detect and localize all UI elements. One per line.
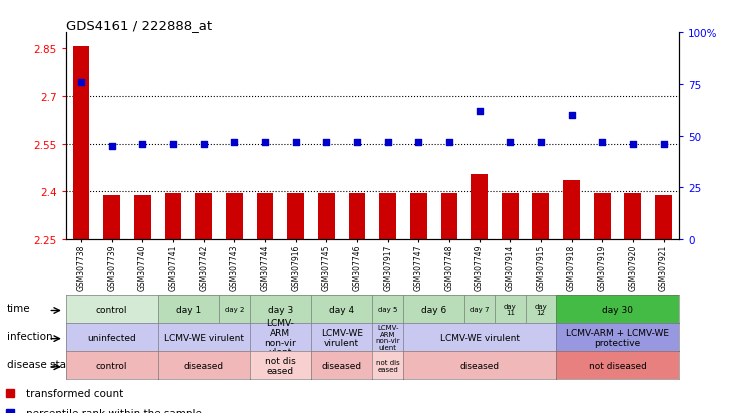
Text: day 5: day 5 [378, 306, 397, 312]
Text: not dis
eased: not dis eased [265, 356, 296, 375]
Text: day
11: day 11 [504, 303, 517, 316]
Point [290, 139, 301, 146]
Text: diseased: diseased [460, 361, 499, 370]
Bar [256, 193, 274, 240]
Bar [195, 193, 212, 240]
Bar [379, 193, 396, 240]
Point [504, 139, 516, 146]
Bar [624, 193, 642, 240]
Bar [532, 193, 550, 240]
Text: control: control [96, 305, 128, 314]
Point [167, 141, 179, 148]
Text: day 4: day 4 [329, 305, 354, 314]
Text: day 30: day 30 [602, 305, 633, 314]
Point [106, 143, 118, 150]
Text: diseased: diseased [322, 361, 361, 370]
Bar [410, 193, 427, 240]
Point [412, 139, 424, 146]
Text: LCMV-WE
virulent: LCMV-WE virulent [320, 328, 363, 347]
Point [259, 139, 271, 146]
Text: time: time [7, 303, 31, 313]
Point [320, 139, 332, 146]
Bar [471, 174, 488, 240]
Text: percentile rank within the sample: percentile rank within the sample [26, 408, 201, 413]
Bar [318, 193, 335, 240]
Text: day 1: day 1 [176, 305, 201, 314]
Point [474, 108, 485, 115]
Bar [593, 193, 611, 240]
Text: day 3: day 3 [268, 305, 293, 314]
Bar [502, 193, 519, 240]
Point [75, 79, 87, 86]
Bar [226, 193, 243, 240]
Text: day 2: day 2 [225, 306, 244, 312]
Point [382, 139, 393, 146]
Text: LCMV-WE virulent: LCMV-WE virulent [164, 333, 244, 342]
Point [228, 139, 240, 146]
Bar [164, 193, 182, 240]
Text: diseased: diseased [184, 361, 223, 370]
Point [198, 141, 210, 148]
Bar [72, 47, 90, 240]
Point [596, 139, 608, 146]
Text: disease state: disease state [7, 359, 76, 369]
Text: day 7: day 7 [470, 306, 489, 312]
Text: control: control [96, 361, 128, 370]
Bar [287, 193, 304, 240]
Text: LCMV-
ARM
non-vir
ulent: LCMV- ARM non-vir ulent [375, 325, 400, 350]
Bar [655, 195, 672, 240]
Point [137, 141, 148, 148]
Text: not diseased: not diseased [588, 361, 647, 370]
Text: day
12: day 12 [534, 303, 548, 316]
Text: not dis
eased: not dis eased [376, 359, 399, 372]
Text: transformed count: transformed count [26, 388, 123, 398]
Bar [440, 193, 458, 240]
Text: uninfected: uninfected [88, 333, 136, 342]
Bar [563, 181, 580, 240]
Text: day 6: day 6 [421, 305, 446, 314]
Bar [134, 195, 151, 240]
Point [566, 112, 577, 119]
Point [351, 139, 363, 146]
Point [443, 139, 455, 146]
Point [627, 141, 639, 148]
Text: infection: infection [7, 331, 53, 341]
Bar [348, 193, 366, 240]
Text: LCMV-WE virulent: LCMV-WE virulent [439, 333, 520, 342]
Text: GDS4161 / 222888_at: GDS4161 / 222888_at [66, 19, 212, 32]
Point [535, 139, 547, 146]
Bar [103, 195, 120, 240]
Point [658, 141, 669, 148]
Text: LCMV-
ARM
non-vir
ulent: LCMV- ARM non-vir ulent [264, 318, 296, 356]
Text: LCMV-ARM + LCMV-WE
protective: LCMV-ARM + LCMV-WE protective [566, 328, 669, 347]
